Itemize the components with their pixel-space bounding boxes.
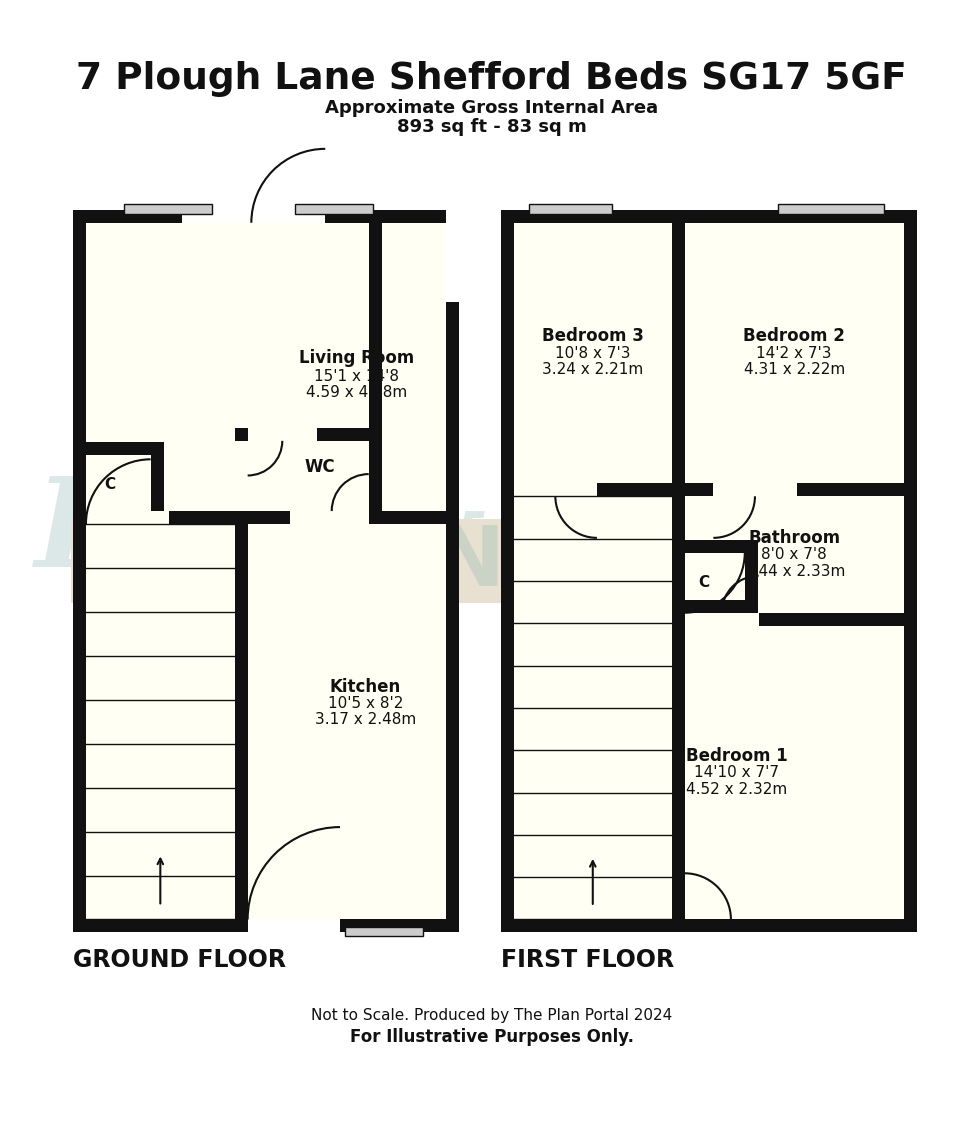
Bar [368, 210, 381, 524]
Bar [778, 204, 884, 213]
Bar [72, 519, 916, 603]
Bar [73, 210, 86, 933]
Bar [73, 511, 460, 524]
Bar [86, 511, 170, 524]
Text: &: & [657, 472, 770, 594]
Text: For Illustrative Purposes Only.: For Illustrative Purposes Only. [350, 1028, 634, 1046]
Bar [73, 210, 460, 933]
Text: 2.44 x 2.33m: 2.44 x 2.33m [744, 564, 845, 578]
Bar [713, 483, 797, 497]
Text: 14'10 x 7'7: 14'10 x 7'7 [694, 765, 779, 780]
Text: Bedroom 3: Bedroom 3 [542, 327, 644, 345]
Text: 3.24 x 2.21m: 3.24 x 2.21m [542, 362, 644, 377]
Bar [295, 204, 373, 213]
Bar [671, 210, 685, 497]
Bar [248, 919, 340, 933]
Text: Living Room: Living Room [299, 349, 414, 367]
Text: 10'8 x 7'3: 10'8 x 7'3 [555, 345, 630, 361]
Text: 4.52 x 2.32m: 4.52 x 2.32m [686, 781, 787, 797]
Bar [904, 210, 916, 933]
Bar [501, 210, 916, 933]
Bar [182, 210, 325, 223]
Text: 7 Plough Lane Shefford Beds SG17 5GF: 7 Plough Lane Shefford Beds SG17 5GF [76, 61, 906, 96]
Bar [290, 511, 368, 524]
Bar [234, 511, 248, 933]
Bar [501, 210, 916, 223]
Text: 8'0 x 7'8: 8'0 x 7'8 [761, 547, 827, 562]
Bar [446, 303, 460, 933]
Bar [514, 483, 597, 497]
Text: 10'5 x 8'2: 10'5 x 8'2 [327, 696, 403, 711]
Bar [685, 613, 759, 626]
Text: C: C [699, 575, 710, 590]
Text: Kitchen: Kitchen [330, 677, 401, 696]
Bar [685, 600, 745, 613]
Text: C: C [105, 478, 116, 492]
Text: 15'1 x 14'8: 15'1 x 14'8 [314, 369, 399, 383]
Text: 4.31 x 2.22m: 4.31 x 2.22m [744, 362, 845, 377]
Bar [73, 919, 460, 933]
Bar [671, 613, 916, 626]
Text: 3.17 x 2.48m: 3.17 x 2.48m [315, 713, 416, 728]
Bar [528, 204, 612, 213]
Text: Bathroom: Bathroom [748, 529, 840, 547]
Bar [73, 210, 460, 223]
Bar [685, 539, 758, 553]
Bar [501, 210, 514, 933]
Bar [671, 483, 685, 933]
Text: Lane&: Lane& [34, 472, 487, 594]
Bar [501, 483, 916, 497]
Text: Not to Scale. Produced by The Plan Portal 2024: Not to Scale. Produced by The Plan Porta… [311, 1008, 672, 1023]
Bar [446, 210, 464, 303]
Bar [345, 927, 423, 936]
Text: FIRST FLOOR: FIRST FLOOR [501, 948, 674, 972]
Text: BENNETTS: BENNETTS [245, 522, 738, 603]
Bar [123, 204, 212, 213]
Text: 14'2 x 7'3: 14'2 x 7'3 [757, 345, 832, 361]
Bar [248, 428, 317, 441]
Bar [446, 210, 460, 933]
Text: Approximate Gross Internal Area: Approximate Gross Internal Area [325, 99, 659, 118]
Bar [86, 442, 164, 455]
Text: 4.59 x 4.48m: 4.59 x 4.48m [306, 386, 407, 400]
Text: Bedroom 2: Bedroom 2 [743, 327, 845, 345]
Bar [234, 428, 381, 441]
Bar [501, 919, 916, 933]
Text: Bedroom 1: Bedroom 1 [686, 747, 787, 765]
Text: WC: WC [305, 457, 335, 475]
Bar [745, 553, 758, 613]
Text: 893 sq ft - 83 sq m: 893 sq ft - 83 sq m [397, 118, 586, 136]
Bar [151, 455, 164, 524]
Text: GROUND FLOOR: GROUND FLOOR [73, 948, 286, 972]
